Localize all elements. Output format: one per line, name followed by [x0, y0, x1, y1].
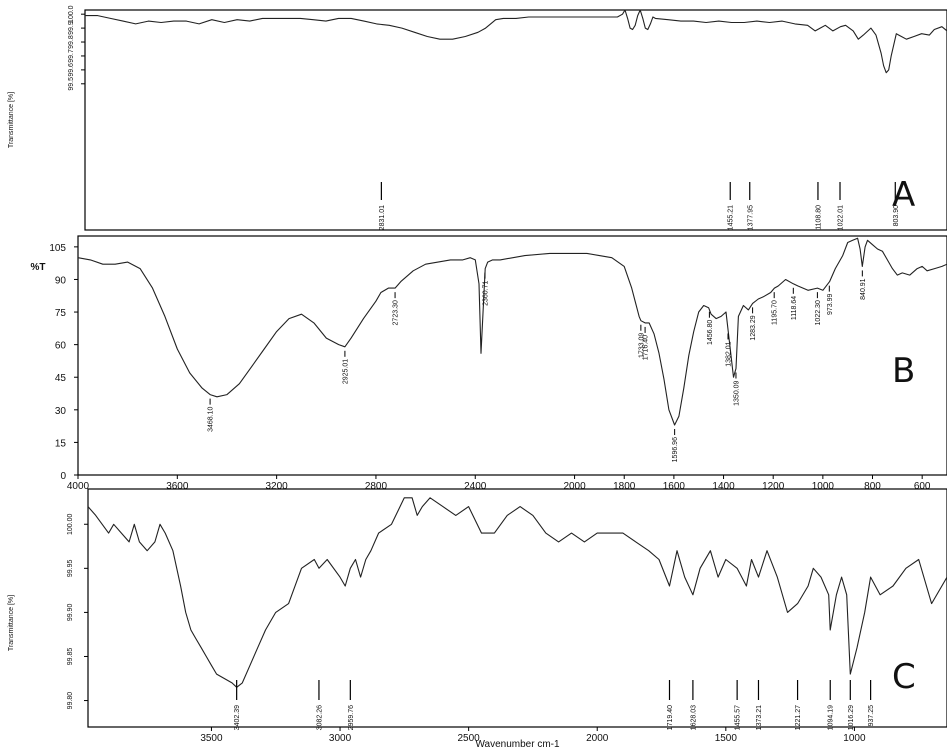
y-tick-label: 99.7: [68, 49, 75, 63]
x-tick-label: 1400: [712, 481, 735, 492]
y-tick-label: 99.95: [67, 559, 74, 577]
peak-label: 1382.01: [726, 341, 733, 366]
x-tick-label: 4000: [67, 481, 90, 492]
y-tick-label: 99.8: [68, 35, 75, 49]
peak-label: 1456.80: [707, 320, 714, 345]
y-tick-label: 30: [55, 406, 67, 417]
x-tick-label: 800: [864, 481, 881, 492]
y-tick-label: 105: [49, 243, 66, 254]
peak-label: 3402.39: [234, 705, 241, 730]
y-tick-label: 45: [55, 373, 67, 384]
spectrum-panel-c: 100.00 99.95 99.90 99.85 99.80 3500 3000 2500 20…: [8, 488, 947, 749]
y-tick-label: 99.85: [67, 648, 74, 666]
peak-label: 840.91: [860, 278, 867, 300]
plot-frame: [87, 488, 947, 728]
peak-label: 1716.40: [643, 335, 650, 360]
x-tick-label: 2400: [464, 481, 487, 492]
peak-label: 1628.03: [690, 705, 697, 730]
peak-label: 2360.71: [482, 280, 489, 305]
y-tick-label: 99.9: [68, 21, 75, 35]
x-tick-label: 3500: [200, 733, 223, 744]
peak-label: 1283.29: [750, 315, 757, 340]
x-tick-label: 3000: [329, 733, 352, 744]
peak-label: 2831.01: [379, 205, 386, 230]
y-tick-label: 75: [55, 308, 67, 319]
peak-label: 1596.96: [672, 437, 679, 462]
peak-label: 1373.21: [756, 705, 763, 730]
peak-label: 1455.21: [728, 205, 735, 230]
peak-label: 1733.09: [638, 333, 645, 358]
x-tick-label: 1600: [663, 481, 686, 492]
spectrum-panel-a: 100.099.999.899.799.699.5 Transmittance […: [8, 5, 947, 231]
y-tick-label: 90: [55, 275, 67, 286]
y-axis-label: Transmittance [%]: [8, 92, 15, 148]
peak-label: 1022.01: [838, 205, 845, 230]
peak-label: 1377.95: [747, 205, 754, 230]
spectrum-trace: [87, 497, 947, 688]
peak-label: 1108.80: [815, 205, 822, 230]
x-tick-label: 1800: [613, 481, 636, 492]
x-tick-label: 3200: [266, 481, 289, 492]
plot-frame: [84, 9, 947, 231]
peak-label: 803.90: [893, 205, 900, 227]
y-tick-label: 99.5: [68, 77, 75, 91]
spectrum-trace: [77, 237, 947, 426]
panel-letter: C: [892, 657, 916, 697]
peak-label: 973.99: [827, 294, 834, 316]
y-tick-label: 100.0: [68, 5, 75, 23]
panel-letter: A: [892, 175, 915, 215]
peak-label: 3468.10: [208, 407, 215, 432]
peak-label: 1350.09: [733, 380, 740, 405]
x-tick-label: 600: [914, 481, 931, 492]
peak-label: 1719.40: [667, 705, 674, 730]
y-tick-label: 60: [55, 341, 67, 352]
y-tick-label: 0: [60, 471, 66, 482]
y-tick-label: 99.90: [67, 604, 74, 622]
x-tick-label: 1200: [762, 481, 785, 492]
x-tick-label: 1000: [843, 733, 866, 744]
x-tick-label: 2800: [365, 481, 388, 492]
peak-label: 1195.70: [772, 300, 779, 325]
peak-label: 2925.01: [342, 359, 349, 384]
peak-label: 1221.27: [795, 705, 802, 730]
x-tick-label: 2000: [586, 733, 609, 744]
peak-label: 1094.19: [828, 705, 835, 730]
x-tick-label: 3600: [166, 481, 189, 492]
peak-label: 1118.64: [791, 296, 798, 320]
panel-letter: B: [892, 351, 915, 391]
peak-label: 2723.30: [393, 300, 400, 325]
x-tick-label: 1000: [812, 481, 835, 492]
peak-label: 937.25: [868, 705, 875, 727]
x-tick-label: 2500: [458, 733, 481, 744]
plot-frame: [77, 235, 947, 476]
x-axis-label: Wavenumber cm-1: [475, 739, 560, 749]
y-tick-label: 100.00: [67, 513, 74, 535]
peak-label: 1455.57: [735, 705, 742, 730]
y-tick-label: 99.80: [67, 692, 74, 710]
x-tick-label: 1500: [715, 733, 738, 744]
peak-label: 1022.30: [815, 300, 822, 325]
y-axis-label: Transmittance [%]: [8, 595, 15, 651]
peak-label: 1016.29: [848, 705, 855, 730]
peak-label: 2959.76: [348, 705, 355, 730]
y-axis-label: %T: [31, 262, 46, 273]
spectrum-trace: [85, 9, 947, 74]
y-tick-label: 15: [55, 438, 67, 449]
x-tick-label: 2000: [563, 481, 586, 492]
y-tick-label: 99.6: [68, 63, 75, 77]
peak-label: 3082.26: [316, 705, 323, 730]
